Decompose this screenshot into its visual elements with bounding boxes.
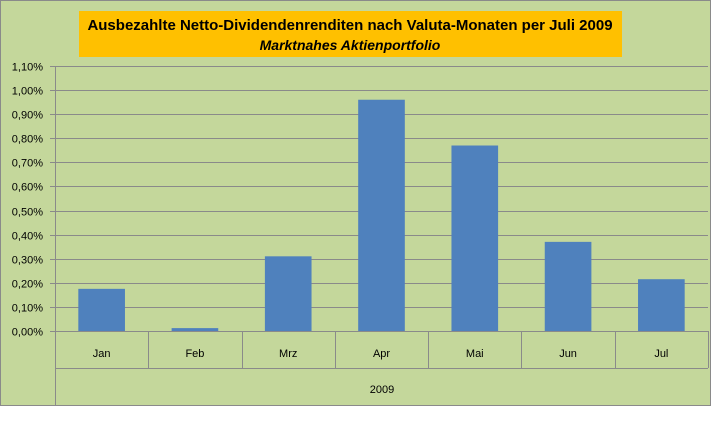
bar-jun (544, 241, 592, 331)
x-tick-label: Mrz (279, 348, 297, 360)
bar-jul (638, 279, 685, 331)
y-tick-label: 1,00% (12, 86, 43, 98)
y-tick-label: 0,30% (12, 255, 43, 267)
bars (78, 99, 685, 332)
chart-title: Ausbezahlte Netto-Dividendenrenditen nac… (87, 17, 612, 34)
x-tick-label: Jun (559, 348, 577, 360)
x-group-label: 2009 (370, 384, 394, 396)
y-tick-labels: 0,00% 0,10% 0,20% 0,30% 0,40% 0,50% 0,60% 0,70%… (12, 62, 43, 339)
y-tick-label: 0,60% (12, 182, 43, 194)
title-box (79, 11, 622, 57)
x-tick-labels: Jan Feb Mrz Apr Mai Jun Jul (93, 348, 669, 360)
bar-mai (451, 145, 499, 331)
x-tick-label: Jul (654, 348, 668, 360)
bar-mrz (264, 256, 312, 331)
chart-subtitle: Marktnahes Aktienportfolio (260, 37, 441, 53)
bar-apr (358, 99, 405, 332)
x-tick-label: Feb (185, 348, 204, 360)
y-tick-label: 0,40% (12, 231, 43, 243)
y-tick-label: 0,50% (12, 207, 43, 219)
x-tick-label: Jan (93, 348, 111, 360)
y-tick-label: 0,90% (12, 110, 43, 122)
bar-jan (78, 288, 125, 331)
x-tick-label: Apr (373, 348, 390, 360)
x-tick-label: Mai (466, 348, 484, 360)
y-tick-label: 0,20% (12, 279, 43, 291)
axes (55, 66, 709, 405)
y-tick-label: 0,00% (12, 327, 43, 339)
y-tick-label: 0,80% (12, 134, 43, 146)
bar-feb (171, 328, 219, 331)
y-tick-label: 0,70% (12, 158, 43, 170)
y-tick-label: 1,10% (12, 62, 43, 74)
chart-background (0, 0, 711, 406)
y-tick-label: 0,10% (12, 303, 43, 315)
